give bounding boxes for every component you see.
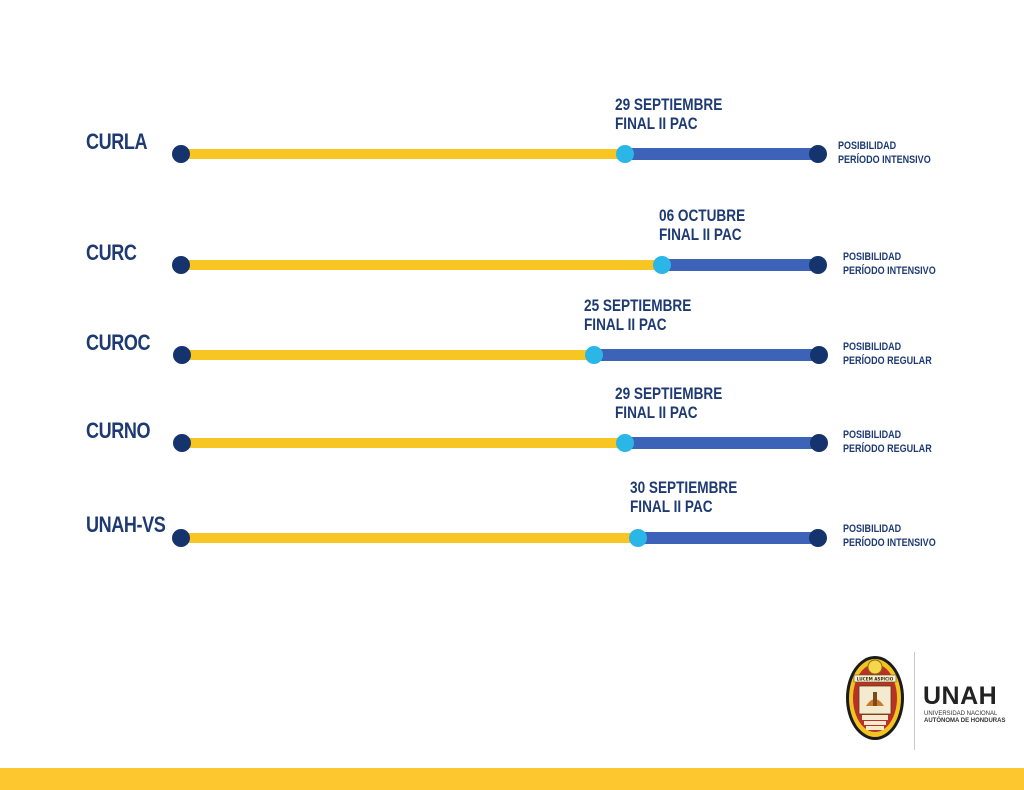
footer-band [0, 768, 1024, 790]
milestone-event: FINAL II PAC [615, 403, 698, 422]
timeline-curoc: CUROC 25 SEPTIEMBRE FINAL II PAC POSIBIL… [0, 296, 1024, 376]
outcome-line1: POSIBILIDAD [843, 341, 902, 353]
outcome-line2: PERÍODO REGULAR [843, 443, 932, 455]
start-dot [172, 529, 190, 547]
seal-year: 1847 [868, 732, 882, 738]
campus-label: CUROC [86, 330, 151, 355]
milestone-dot [629, 529, 647, 547]
timeline-curla: CURLA 29 SEPTIEMBRE FINAL II PAC POSIBIL… [0, 95, 1024, 175]
milestone-dot [616, 145, 634, 163]
milestone-label: 25 SEPTIEMBRE FINAL II PAC [584, 296, 691, 334]
timeline-unah-vs: UNAH-VS 30 SEPTIEMBRE FINAL II PAC POSIB… [0, 478, 1024, 558]
start-dot [172, 145, 190, 163]
milestone-date: 06 OCTUBRE [659, 206, 746, 225]
outcome-label: POSIBILIDAD PERÍODO INTENSIVO [843, 250, 936, 278]
outcome-label: POSIBILIDAD PERÍODO REGULAR [843, 340, 932, 368]
university-seal-icon: LUCEM ASPICIO 1847 [846, 656, 904, 740]
campus-label: CURNO [86, 418, 151, 443]
outcome-label: POSIBILIDAD PERÍODO INTENSIVO [838, 139, 931, 167]
campus-label: CURC [86, 240, 137, 265]
start-dot [173, 346, 191, 364]
milestone-label: 30 SEPTIEMBRE FINAL II PAC [630, 478, 737, 516]
unah-logo: LUCEM ASPICIO 1847 UNAH UNIVERSIDAD NACI… [844, 648, 1014, 753]
milestone-date: 29 SEPTIEMBRE [615, 384, 723, 403]
milestone-event: FINAL II PAC [615, 114, 698, 133]
start-dot [173, 434, 191, 452]
milestone-label: 06 OCTUBRE FINAL II PAC [659, 206, 745, 244]
timeline-curc: CURC 06 OCTUBRE FINAL II PAC POSIBILIDAD… [0, 206, 1024, 286]
outcome-line1: POSIBILIDAD [843, 429, 902, 441]
start-dot [172, 256, 190, 274]
outcome-line2: PERÍODO INTENSIVO [843, 265, 936, 277]
milestone-date: 25 SEPTIEMBRE [584, 296, 692, 315]
milestone-label: 29 SEPTIEMBRE FINAL II PAC [615, 95, 722, 133]
outcome-label: POSIBILIDAD PERÍODO INTENSIVO [843, 522, 936, 550]
future-segment [662, 259, 818, 271]
unah-subtitle-line2: AUTÓNOMA DE HONDURAS [924, 718, 1006, 724]
past-segment [181, 533, 638, 543]
end-dot [810, 346, 828, 364]
milestone-date: 29 SEPTIEMBRE [615, 95, 723, 114]
outcome-line1: POSIBILIDAD [838, 140, 897, 152]
outcome-line2: PERÍODO INTENSIVO [843, 537, 936, 549]
timeline-curno: CURNO 29 SEPTIEMBRE FINAL II PAC POSIBIL… [0, 384, 1024, 464]
future-segment [625, 148, 818, 160]
milestone-label: 29 SEPTIEMBRE FINAL II PAC [615, 384, 722, 422]
past-segment [181, 260, 662, 270]
future-segment [625, 437, 819, 449]
past-segment [182, 438, 625, 448]
milestone-event: FINAL II PAC [584, 315, 667, 334]
unah-wordmark: UNAH [923, 682, 998, 710]
logo-divider [914, 652, 915, 750]
outcome-label: POSIBILIDAD PERÍODO REGULAR [843, 428, 932, 456]
end-dot [809, 529, 827, 547]
milestone-date: 30 SEPTIEMBRE [630, 478, 738, 497]
end-dot [809, 145, 827, 163]
milestone-dot [616, 434, 634, 452]
unah-subtitle-line1: UNIVERSIDAD NACIONAL [924, 711, 998, 717]
past-segment [181, 149, 625, 159]
future-segment [638, 532, 818, 544]
outcome-line2: PERÍODO REGULAR [843, 355, 932, 367]
milestone-event: FINAL II PAC [630, 497, 713, 516]
future-segment [594, 349, 819, 361]
milestone-dot [585, 346, 603, 364]
milestone-dot [653, 256, 671, 274]
campus-label: CURLA [86, 129, 148, 154]
outcome-line2: PERÍODO INTENSIVO [838, 154, 931, 166]
campus-label: UNAH-VS [86, 512, 166, 537]
unah-subtitle: UNIVERSIDAD NACIONAL AUTÓNOMA DE HONDURA… [924, 711, 1005, 725]
seal-motto: LUCEM ASPICIO [857, 677, 894, 682]
past-segment [182, 350, 594, 360]
milestone-event: FINAL II PAC [659, 225, 742, 244]
outcome-line1: POSIBILIDAD [843, 523, 902, 535]
end-dot [810, 434, 828, 452]
end-dot [809, 256, 827, 274]
outcome-line1: POSIBILIDAD [843, 251, 902, 263]
